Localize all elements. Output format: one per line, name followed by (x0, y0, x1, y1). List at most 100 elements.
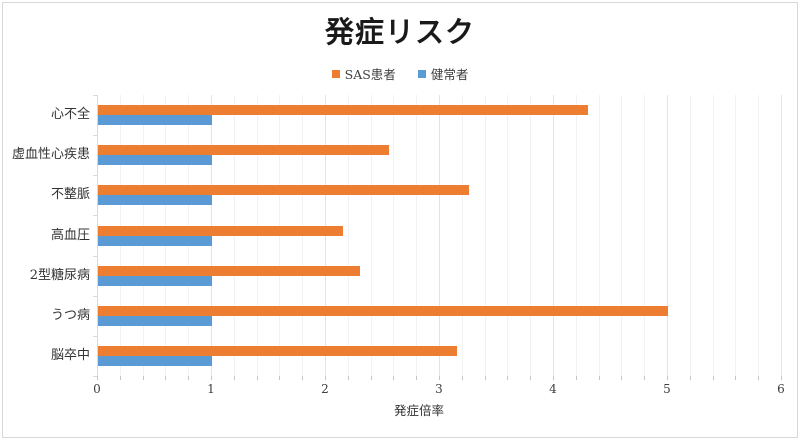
category-axis-tick (93, 376, 97, 377)
category-axis-tick (93, 135, 97, 137)
bar-healthy-2 (98, 195, 212, 206)
x-axis-tick (439, 376, 440, 380)
category-label-0: 心不全 (50, 107, 90, 123)
minor-gridline (575, 95, 577, 376)
x-tick-label-5: 5 (663, 382, 671, 396)
bar-sas-3 (98, 225, 344, 236)
category-label-1: 虚血性心疾患 (11, 147, 90, 163)
x-tick-label-1: 1 (207, 382, 215, 396)
bar-sas-2 (98, 185, 469, 196)
x-axis-tick (621, 376, 623, 380)
x-axis-tick (530, 376, 532, 380)
major-gridline (439, 95, 440, 376)
x-axis-tick (758, 376, 760, 380)
legend-item-healthy: 健常者 (417, 64, 469, 83)
x-axis-tick (484, 376, 486, 380)
minor-gridline (530, 95, 532, 376)
x-axis-tick (347, 376, 349, 380)
category-axis-tick (93, 95, 97, 96)
minor-gridline (644, 95, 646, 376)
x-axis-tick (119, 376, 121, 380)
category-axis-tick (93, 175, 97, 177)
major-gridline (325, 95, 326, 376)
x-axis-tick (256, 376, 258, 380)
x-axis-tick (393, 376, 395, 380)
x-tick-label-4: 4 (549, 382, 557, 396)
minor-gridline (621, 95, 623, 376)
category-axis-tick (93, 255, 97, 257)
bar-sas-6 (98, 345, 458, 356)
category-label-6: 脳卒中 (50, 347, 90, 363)
bar-healthy-1 (98, 155, 212, 166)
x-axis-tick (667, 376, 668, 380)
x-axis-tick (575, 376, 577, 380)
legend-swatch-sas (331, 69, 340, 78)
x-axis-tick (461, 376, 463, 380)
x-tick-label-2: 2 (321, 382, 329, 396)
x-axis-tick (416, 376, 418, 380)
minor-gridline (598, 95, 600, 376)
x-axis-tick (302, 376, 304, 380)
minor-gridline (256, 95, 258, 376)
bar-sas-1 (98, 145, 389, 156)
x-axis-tick (553, 376, 554, 380)
x-axis-tick (507, 376, 509, 380)
x-axis-tick (689, 376, 691, 380)
minor-gridline (233, 95, 235, 376)
legend-label-healthy: 健常者 (430, 67, 469, 82)
bar-healthy-5 (98, 315, 212, 326)
category-label-5: うつ病 (50, 307, 90, 323)
minor-gridline (758, 95, 760, 376)
x-tick-label-0: 0 (93, 382, 101, 396)
x-axis-tick (97, 376, 98, 380)
bar-healthy-0 (98, 115, 212, 126)
major-gridline (667, 95, 668, 376)
x-axis-tick (325, 376, 326, 380)
x-axis-tick (142, 376, 144, 380)
minor-gridline (689, 95, 691, 376)
x-axis-tick (165, 376, 167, 380)
category-label-4: 2型糖尿病 (29, 267, 90, 283)
x-axis-title: 発症倍率 (393, 403, 444, 418)
bar-healthy-3 (98, 235, 212, 246)
minor-gridline (484, 95, 486, 376)
bar-sas-5 (98, 305, 668, 316)
bar-sas-4 (98, 265, 361, 276)
x-tick-label-3: 3 (435, 382, 443, 396)
x-axis-tick (598, 376, 600, 380)
x-axis-tick (370, 376, 372, 380)
chart-title: 発症リスク (324, 15, 475, 49)
chart-legend: SAS患者 健常者 (0, 64, 800, 83)
x-tick-label-6: 6 (777, 382, 785, 396)
x-axis-tick (644, 376, 646, 380)
category-axis-tick (93, 295, 97, 297)
category-axis-line (97, 95, 98, 376)
x-axis-tick (233, 376, 235, 380)
minor-gridline (507, 95, 509, 376)
major-gridline (781, 95, 782, 376)
minor-gridline (461, 95, 463, 376)
category-label-2: 不整脈 (50, 187, 90, 203)
category-label-3: 高血圧 (50, 227, 90, 243)
legend-label-sas: SAS患者 (344, 67, 396, 82)
minor-gridline (279, 95, 281, 376)
minor-gridline (302, 95, 304, 376)
bar-sas-0 (98, 105, 589, 116)
minor-gridline (393, 95, 395, 376)
x-axis-tick (712, 376, 714, 380)
category-axis-tick (93, 215, 97, 217)
legend-item-sas: SAS患者 (331, 64, 396, 83)
minor-gridline (347, 95, 349, 376)
category-axis-tick (93, 335, 97, 337)
minor-gridline (735, 95, 737, 376)
x-axis-tick (211, 376, 212, 380)
x-axis-tick (279, 376, 281, 380)
minor-gridline (712, 95, 714, 376)
bar-healthy-4 (98, 275, 212, 286)
x-axis-tick (735, 376, 737, 380)
legend-swatch-healthy (417, 69, 426, 78)
minor-gridline (416, 95, 418, 376)
x-axis-tick (188, 376, 190, 380)
bar-healthy-6 (98, 355, 212, 366)
